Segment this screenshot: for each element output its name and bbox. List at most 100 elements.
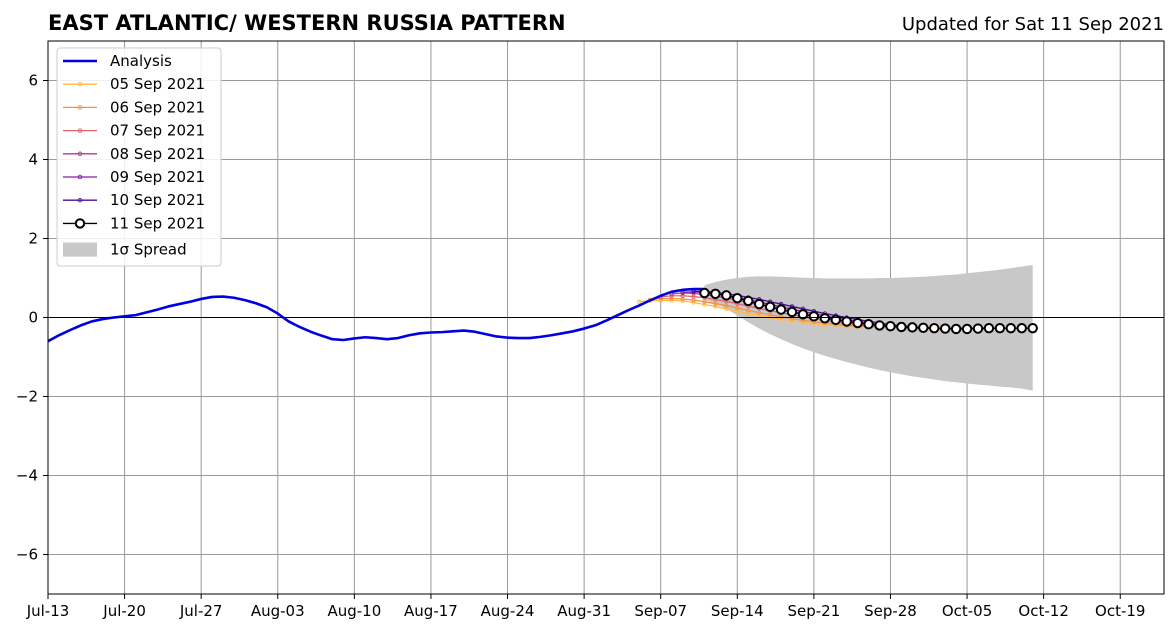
current-forecast-point bbox=[918, 322, 929, 333]
forecast-point bbox=[735, 305, 740, 311]
current-forecast-point bbox=[885, 320, 896, 332]
current-forecast-point bbox=[994, 322, 1006, 334]
current-forecast-point bbox=[732, 292, 743, 304]
current-forecast-point bbox=[1016, 322, 1027, 334]
y-tick-label: −6 bbox=[16, 546, 38, 564]
legend-item: 09 Sep 2021 bbox=[63, 168, 205, 186]
current-forecast-point bbox=[819, 313, 831, 324]
current-forecast-point bbox=[764, 301, 776, 313]
forecast-point bbox=[636, 299, 641, 304]
legend-item: Analysis bbox=[63, 52, 172, 70]
x-tick-label: Aug-24 bbox=[481, 602, 535, 620]
current-forecast-point bbox=[1027, 322, 1038, 334]
current-forecast-point bbox=[808, 311, 820, 322]
y-tick-label: −2 bbox=[16, 388, 38, 406]
current-forecast-point bbox=[852, 317, 863, 329]
current-forecast-point bbox=[786, 306, 798, 318]
legend-item: 05 Sep 2021 bbox=[63, 75, 205, 93]
x-tick-label: Oct-12 bbox=[1018, 602, 1068, 620]
current-forecast-point bbox=[721, 290, 732, 301]
x-tick-label: Jul-27 bbox=[179, 602, 223, 620]
forecast-point bbox=[669, 293, 674, 298]
legend-marker bbox=[77, 128, 83, 133]
legend-marker bbox=[74, 218, 86, 229]
forecast-point bbox=[702, 302, 707, 307]
x-tick-label: Aug-03 bbox=[251, 602, 305, 620]
current-forecast-point bbox=[1005, 322, 1017, 334]
current-forecast-point bbox=[929, 322, 940, 334]
legend-label: 06 Sep 2021 bbox=[110, 98, 205, 116]
legend-item: 10 Sep 2021 bbox=[63, 191, 205, 209]
forecast-point bbox=[778, 314, 784, 319]
x-tick-label: Aug-17 bbox=[404, 602, 458, 620]
forecast-point bbox=[713, 301, 718, 306]
x-tick-label: Jul-20 bbox=[102, 602, 146, 620]
current-forecast-point bbox=[775, 304, 787, 315]
x-tick-label: Jul-13 bbox=[26, 602, 70, 620]
current-forecast-point bbox=[743, 295, 754, 307]
legend-marker bbox=[77, 105, 83, 110]
legend-box bbox=[56, 47, 222, 267]
y-tick-label: 0 bbox=[28, 309, 38, 327]
legend-label: 11 Sep 2021 bbox=[110, 214, 205, 232]
legend-label: 10 Sep 2021 bbox=[110, 191, 205, 209]
legend-item: 06 Sep 2021 bbox=[63, 98, 205, 116]
legend-label: 1σ Spread bbox=[110, 241, 187, 259]
current-forecast-point bbox=[950, 323, 962, 335]
legend-marker bbox=[77, 81, 83, 87]
y-tick-label: −4 bbox=[16, 467, 38, 485]
current-forecast-point bbox=[830, 314, 841, 326]
current-forecast bbox=[699, 287, 1038, 335]
legend-item: 07 Sep 2021 bbox=[63, 122, 205, 140]
y-tick-label: 2 bbox=[28, 230, 38, 248]
x-tick-label: Sep-21 bbox=[787, 602, 840, 620]
current-forecast-point bbox=[710, 288, 721, 299]
x-tick-label: Oct-19 bbox=[1095, 602, 1145, 620]
x-tick-label: Aug-10 bbox=[327, 602, 381, 620]
legend-item: 1σ Spread bbox=[63, 241, 187, 259]
current-forecast-point bbox=[961, 323, 973, 335]
legend: Analysis 05 Sep 2021 06 Sep 2021 07 Sep 202… bbox=[56, 47, 222, 267]
forecast-point bbox=[746, 308, 751, 313]
x-tick-label: Sep-28 bbox=[864, 602, 917, 620]
current-forecast-point bbox=[896, 321, 907, 333]
x-tick-label: Aug-31 bbox=[557, 602, 611, 620]
legend-label: 09 Sep 2021 bbox=[110, 168, 205, 186]
current-forecast-point bbox=[907, 322, 918, 333]
legend-label: 05 Sep 2021 bbox=[110, 75, 205, 93]
current-forecast-point bbox=[699, 287, 710, 299]
current-forecast-point bbox=[939, 323, 951, 334]
legend-label: 08 Sep 2021 bbox=[110, 145, 205, 163]
current-forecast-point bbox=[841, 316, 852, 327]
legend-swatch bbox=[63, 242, 97, 257]
forecast-point bbox=[669, 296, 674, 301]
chart-title: EAST ATLANTIC/ WESTERN RUSSIA PATTERN bbox=[48, 11, 566, 35]
current-forecast-point bbox=[874, 320, 885, 331]
current-forecast-point bbox=[972, 323, 984, 334]
legend-marker bbox=[77, 174, 83, 180]
forecast-point bbox=[724, 303, 729, 308]
forecast-point bbox=[691, 300, 696, 305]
forecast-point bbox=[702, 299, 707, 304]
legend-marker bbox=[77, 197, 83, 203]
y-axis: −6 −4 −2 0 2 4 6 bbox=[16, 72, 48, 564]
y-tick-label: 4 bbox=[28, 151, 38, 169]
legend-item: 11 Sep 2021 bbox=[63, 214, 205, 232]
legend-item: 08 Sep 2021 bbox=[63, 145, 205, 163]
y-tick-label: 6 bbox=[28, 72, 38, 90]
forecast-point bbox=[757, 310, 762, 315]
legend-label: 07 Sep 2021 bbox=[110, 122, 205, 140]
current-forecast-point bbox=[753, 298, 765, 310]
x-tick-label: Sep-07 bbox=[634, 602, 687, 620]
legend-label: Analysis bbox=[110, 52, 172, 70]
x-tick-label: Oct-05 bbox=[942, 602, 992, 620]
x-tick-label: Sep-14 bbox=[711, 602, 764, 620]
current-forecast-point bbox=[797, 309, 809, 320]
analysis-line bbox=[47, 287, 705, 343]
x-axis: Jul-13 Jul-20 Jul-27 Aug-03 Aug-10 Aug-17 Aug-… bbox=[26, 594, 1145, 620]
legend-marker bbox=[77, 151, 83, 157]
analysis-path bbox=[47, 287, 705, 343]
current-forecast-point bbox=[863, 319, 874, 330]
updated-label: Updated for Sat 11 Sep 2021 bbox=[902, 14, 1164, 35]
